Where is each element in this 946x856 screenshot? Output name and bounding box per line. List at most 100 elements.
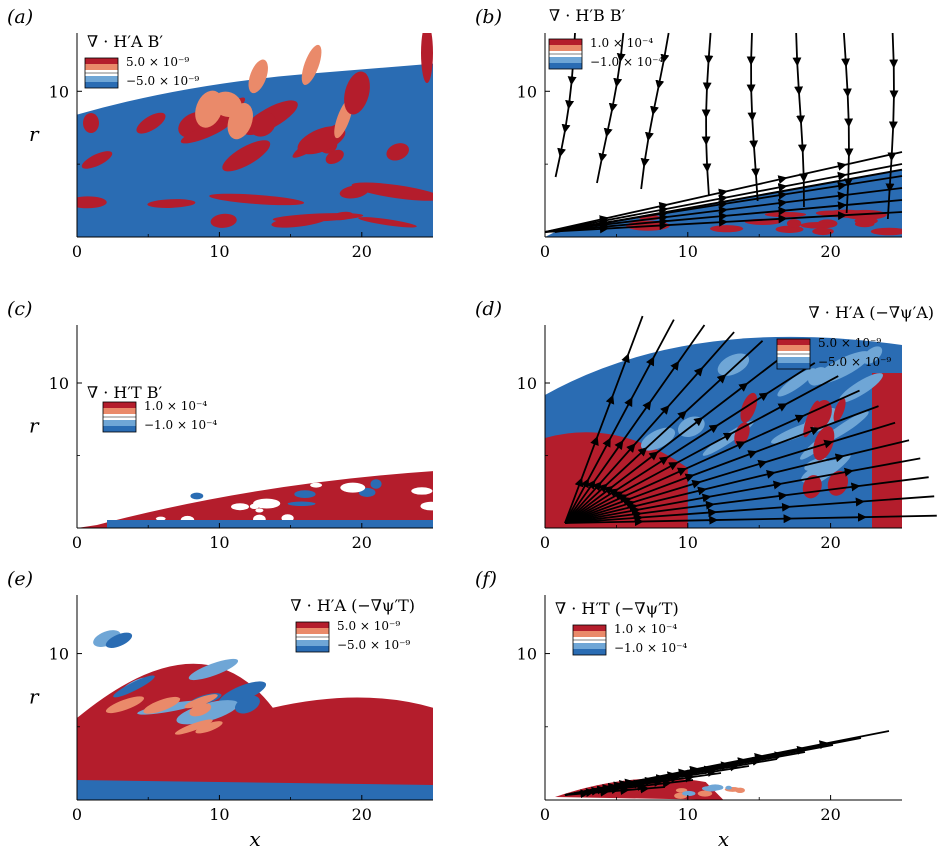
positive-blob	[325, 149, 344, 165]
panel-label: (f)	[475, 568, 497, 590]
legend-swatch	[85, 82, 118, 88]
axes: 0 10 20 10 x (f)	[475, 568, 902, 851]
legend-swatch	[85, 58, 118, 64]
positive-weak-blob	[174, 719, 213, 735]
panel-title: ∇ · H′A B′	[87, 32, 163, 51]
panel-title: ∇ · H′B B′	[549, 6, 626, 25]
positive-blob	[786, 219, 802, 228]
negative-region	[107, 520, 433, 528]
x-tick-label: 10	[209, 242, 229, 261]
panel-label: (b)	[475, 6, 502, 28]
mixed-blob	[735, 787, 745, 794]
x-axis-label: x	[718, 827, 729, 851]
y-tick-label: 10	[49, 374, 69, 393]
positive-blob	[81, 151, 113, 169]
panel-f: 0 10 20 10 x (f) ∇ · H′T (−∇ψ′T) 1.0 × 10⁻⁴ −1.0…	[475, 568, 902, 851]
positive-weak-blob	[195, 721, 223, 734]
legend: 1.0 × 10⁻⁴ −1.0 × 10⁻⁴	[548, 36, 663, 70]
legend-swatch	[549, 39, 582, 45]
legend-swatch	[573, 643, 606, 649]
y-axis-label: r	[29, 685, 40, 709]
positive-blob	[222, 140, 271, 172]
panel-d: 0 10 20 10 (d) ∇ · H′A (−∇ψ′A) 5.0 × 10⁻⁹ −5.0 …	[475, 298, 937, 552]
x-axis-label: x	[249, 827, 260, 851]
positive-blob	[764, 211, 807, 218]
legend-label-positive: 1.0 × 10⁻⁴	[614, 622, 677, 636]
positive-blob	[180, 120, 231, 144]
x-tick-label: 20	[352, 242, 372, 261]
panel-label: (c)	[7, 298, 32, 320]
legend-label-negative: −5.0 × 10⁻⁹	[337, 638, 410, 652]
panel-label: (a)	[7, 6, 33, 28]
streamline	[792, 32, 809, 208]
legend: 5.0 × 10⁻⁹ −5.0 × 10⁻⁹	[295, 619, 410, 653]
positive-weak-blob	[301, 44, 322, 86]
streamline	[544, 151, 903, 233]
axes: 0 10 20 10 r x (e)	[7, 568, 433, 851]
legend-swatch	[573, 631, 606, 637]
panel-title: ∇ · H′A (−∇ψ′T)	[290, 596, 415, 615]
legend-label-positive: 1.0 × 10⁻⁴	[144, 399, 207, 413]
mixed-blob	[310, 482, 323, 488]
legend-swatch	[85, 76, 118, 82]
positive-blob	[250, 111, 276, 137]
x-tick-label: 0	[72, 242, 82, 261]
x-tick-label: 0	[540, 805, 550, 824]
streamline	[564, 315, 644, 524]
axes: 0 10 20 10 (b)	[475, 6, 902, 261]
streamline	[746, 32, 761, 202]
positive-region	[77, 663, 433, 785]
positive-weak-blob	[248, 59, 268, 94]
legend-label-negative: −1.0 × 10⁻⁴	[144, 418, 217, 432]
legend: 5.0 × 10⁻⁹ −5.0 × 10⁻⁹	[776, 336, 891, 370]
mixed-blob	[287, 501, 316, 507]
mixed-blob	[370, 479, 382, 489]
panel-b: 0 10 20 10 (b) ∇ · H′B B′ 1.0 × 10⁻⁴ −1.0 × 10⁻…	[475, 6, 903, 261]
legend-swatch	[296, 628, 329, 634]
mixed-blob	[340, 482, 366, 493]
legend-swatch	[103, 408, 136, 414]
x-tick-label: 0	[540, 242, 550, 261]
negative-weak-blob	[717, 353, 750, 376]
legend-swatch	[103, 420, 136, 426]
y-tick-label: 10	[49, 82, 69, 101]
streamline	[596, 32, 626, 184]
legend-swatch	[777, 363, 810, 369]
legend-swatch	[296, 646, 329, 652]
negative-weak-blob	[777, 368, 816, 397]
mixed-blob	[682, 790, 696, 797]
mixed-blob	[255, 508, 264, 513]
negative-blob	[113, 675, 155, 698]
panel-title: ∇ · H′T B′	[87, 383, 163, 402]
legend-label-negative: −1.0 × 10⁻⁴	[614, 641, 687, 655]
legend-label-positive: 1.0 × 10⁻⁴	[590, 36, 653, 50]
positive-blob	[297, 126, 346, 155]
legend: 1.0 × 10⁻⁴ −1.0 × 10⁻⁴	[102, 399, 217, 433]
mixed-blob	[420, 501, 433, 511]
x-tick-label: 20	[352, 533, 372, 552]
panel-e: 0 10 20 10 r x (e) ∇ · H′A (−∇ψ′T) 5.0 × 10⁻⁹ −5.…	[7, 568, 433, 851]
legend-label-positive: 5.0 × 10⁻⁹	[818, 336, 881, 350]
positive-blob	[210, 213, 237, 228]
contour-field	[77, 33, 433, 237]
positive-blob	[386, 143, 409, 161]
y-tick-label: 10	[517, 374, 537, 393]
mixed-blob	[155, 516, 166, 521]
positive-weak-blob	[143, 696, 181, 714]
legend-swatch	[103, 402, 136, 408]
legend-swatch	[549, 63, 582, 69]
x-tick-label: 10	[209, 533, 229, 552]
y-tick-label: 10	[517, 82, 537, 101]
positive-blob	[833, 398, 846, 423]
legend-label-negative: −1.0 × 10⁻⁴	[590, 55, 663, 69]
legend-swatch	[549, 57, 582, 63]
axes: 0 10 20 10 r (c)	[7, 298, 433, 552]
positive-weak-blob	[105, 696, 145, 714]
panel-a: 0 10 20 10 r (a) ∇ · H′A B′ 5.0 × 10⁻⁹ −5.0 × 10…	[7, 6, 433, 261]
x-tick-label: 0	[540, 533, 550, 552]
legend-label-negative: −5.0 × 10⁻⁹	[126, 74, 199, 88]
mixed-blob	[253, 498, 281, 509]
y-axis-label: r	[29, 122, 40, 146]
legend-swatch	[85, 64, 118, 70]
streamlines	[564, 730, 890, 799]
